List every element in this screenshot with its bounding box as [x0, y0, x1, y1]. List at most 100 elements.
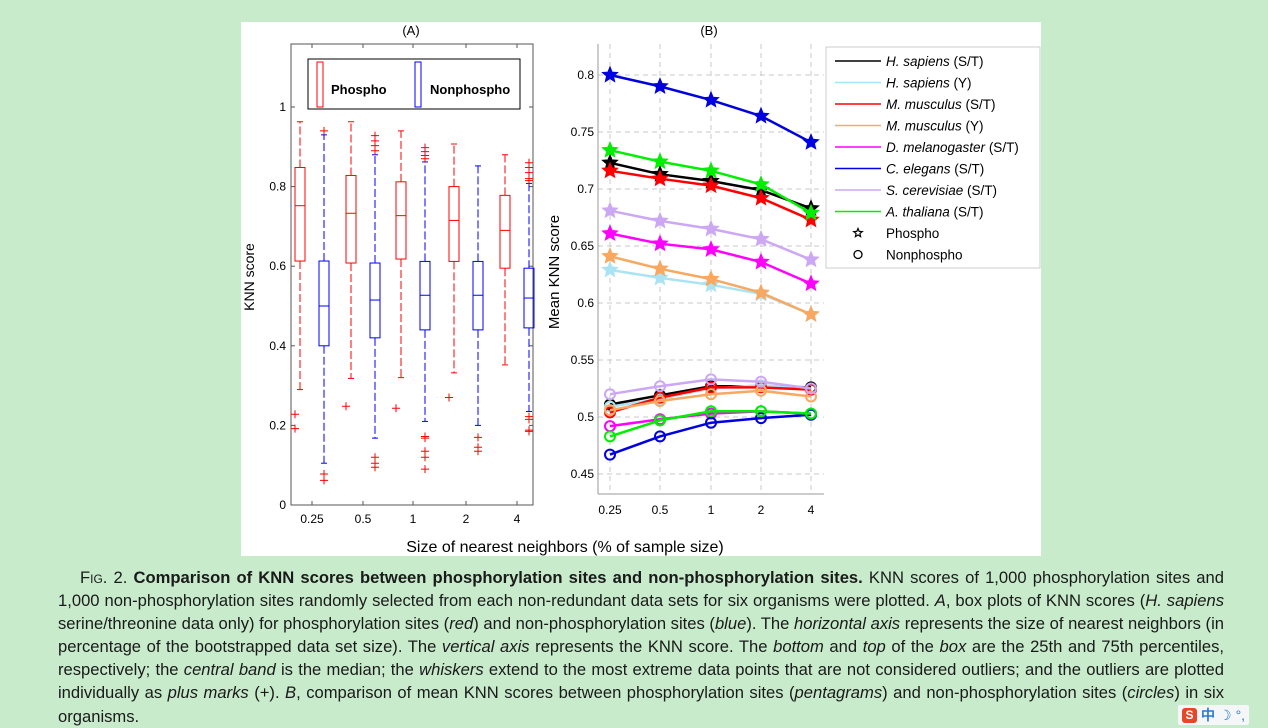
x-tick-label: 2 — [758, 503, 765, 517]
legend-star-icon — [852, 226, 864, 238]
ime-toolbar[interactable]: S 中 ☽ °, — [1178, 705, 1250, 725]
nonphospho-line — [609, 413, 812, 456]
nonphospho-line — [609, 378, 812, 396]
box-phospho — [392, 130, 407, 413]
outlier-plus — [474, 447, 482, 456]
outlier-plus — [421, 465, 429, 474]
phospho-star-marker — [601, 201, 619, 219]
box-phospho — [499, 154, 511, 366]
nonphospho-circle-marker — [654, 380, 666, 393]
box-nonphospho — [472, 165, 484, 456]
legend-nonphospho-swatch — [414, 61, 422, 108]
nonphospho-circle-marker — [805, 390, 817, 403]
legend-label: M. musculus (S/T) — [886, 97, 996, 112]
y-tick-label: 0.75 — [571, 125, 595, 139]
legend-residue: (S/T) — [950, 205, 984, 220]
panel-a-label: (A) — [402, 23, 419, 38]
nonphospho-circle-marker — [604, 388, 616, 401]
panel-b-label: (B) — [700, 23, 717, 38]
outlier-plus — [320, 126, 328, 135]
legend-species: M. musculus — [886, 97, 962, 112]
outlier-plus — [525, 415, 533, 424]
phospho-star-marker — [752, 229, 770, 247]
box-phospho — [445, 143, 460, 402]
outlier-plus — [371, 146, 379, 155]
phospho-star-marker — [601, 247, 619, 264]
legend-nonphospho-label: Nonphospho — [430, 82, 510, 97]
figure-caption: Fig. 2. Comparison of KNN scores between… — [58, 568, 1224, 726]
phospho-star-marker — [601, 161, 619, 179]
legend-residue: (S/T) — [962, 97, 996, 112]
phospho-star-marker — [802, 305, 820, 322]
figure-canvas: (A) 0 0.2 0.4 0.6 0.8 1 0.25 0.5 1 2 4 KNN score Phos… — [241, 23, 1041, 556]
x-tick-label: 1 — [410, 512, 417, 526]
phospho-star-marker — [802, 203, 820, 221]
outlier-plus — [371, 463, 379, 472]
nonphospho-circle-marker — [805, 407, 817, 420]
y-tick-label: 0.65 — [571, 239, 595, 253]
legend-circle-icon — [853, 249, 863, 260]
legend-species: S. cerevisiae — [886, 183, 963, 198]
nonphospho-circle-marker — [654, 414, 666, 427]
y-tick-label: 0.8 — [577, 68, 594, 82]
sogou-logo-icon[interactable]: S — [1182, 707, 1197, 723]
box-nonphospho — [523, 158, 535, 436]
y-tick-label: 0.6 — [269, 259, 286, 273]
box-phospho — [342, 121, 357, 411]
box-phospho — [291, 121, 306, 433]
panel-b: (B) 0.45 0.5 0.55 0.6 0.65 0.7 0.75 0.8 0.25 0.5 1 2… — [546, 23, 1041, 517]
legend-label: D. melanogaster (S/T) — [886, 140, 1019, 155]
y-tick-label: 0.6 — [577, 296, 594, 310]
y-tick-label: 1 — [279, 100, 286, 114]
outlier-plus — [291, 410, 299, 419]
iqr-box — [345, 174, 357, 264]
y-tick-label: 0.7 — [577, 182, 594, 196]
outlier-plus — [320, 476, 328, 485]
iqr-box — [395, 181, 407, 260]
nonphospho-circle-marker — [805, 382, 817, 395]
x-tick-label: 0.5 — [652, 503, 669, 517]
panel-b-legend: H. sapiens (S/T)H. sapiens (Y)M. musculu… — [825, 46, 1041, 269]
x-tick-label: 0.25 — [300, 512, 324, 526]
iqr-box — [499, 194, 511, 269]
x-tick-label: 0.5 — [355, 512, 372, 526]
nonphospho-circle-marker — [654, 430, 666, 443]
phospho-star-marker — [601, 140, 619, 158]
legend-residue: (S/T) — [963, 183, 997, 198]
outlier-plus — [421, 434, 429, 443]
phospho-star-marker — [651, 77, 669, 94]
phospho-star-marker — [802, 210, 820, 228]
phospho-star-marker — [651, 234, 669, 252]
punctuation-toggle[interactable]: °, — [1235, 707, 1246, 723]
legend-residue: (S/T) — [951, 162, 985, 177]
moon-icon[interactable]: ☽ — [1219, 706, 1232, 723]
nonphospho-line — [609, 389, 812, 412]
box-nonphospho — [369, 131, 381, 472]
x-tick-label: 1 — [708, 503, 715, 517]
x-axis-label: Size of nearest neighbors (% of sample s… — [406, 539, 723, 556]
phospho-star-marker — [601, 224, 619, 241]
phospho-star-marker — [752, 106, 770, 124]
x-tick-label: 2 — [463, 512, 470, 526]
phospho-star-marker — [802, 133, 820, 150]
series-mmusculus — [601, 161, 820, 419]
legend-residue: (Y) — [962, 119, 984, 134]
series-mmusculus — [601, 247, 820, 417]
nonphospho-line — [609, 410, 812, 438]
x-tick-label: 4 — [514, 512, 521, 526]
nonphospho-circle-marker — [705, 381, 717, 394]
phospho-star-marker — [702, 275, 720, 293]
legend-species: H. sapiens — [886, 54, 950, 69]
phospho-star-marker — [702, 161, 720, 179]
phospho-star-marker — [802, 274, 820, 292]
phospho-star-marker — [651, 268, 669, 286]
panel-a-frame — [290, 43, 534, 506]
iqr-box — [318, 260, 330, 347]
nonphospho-circle-marker — [654, 395, 666, 408]
phospho-star-marker — [752, 188, 770, 206]
x-tick-label: 4 — [808, 503, 815, 517]
ime-language-toggle[interactable]: 中 — [1201, 707, 1215, 723]
phospho-star-marker — [651, 169, 669, 187]
iqr-box — [448, 186, 460, 262]
legend-nonphospho-label: Nonphospho — [886, 248, 963, 263]
